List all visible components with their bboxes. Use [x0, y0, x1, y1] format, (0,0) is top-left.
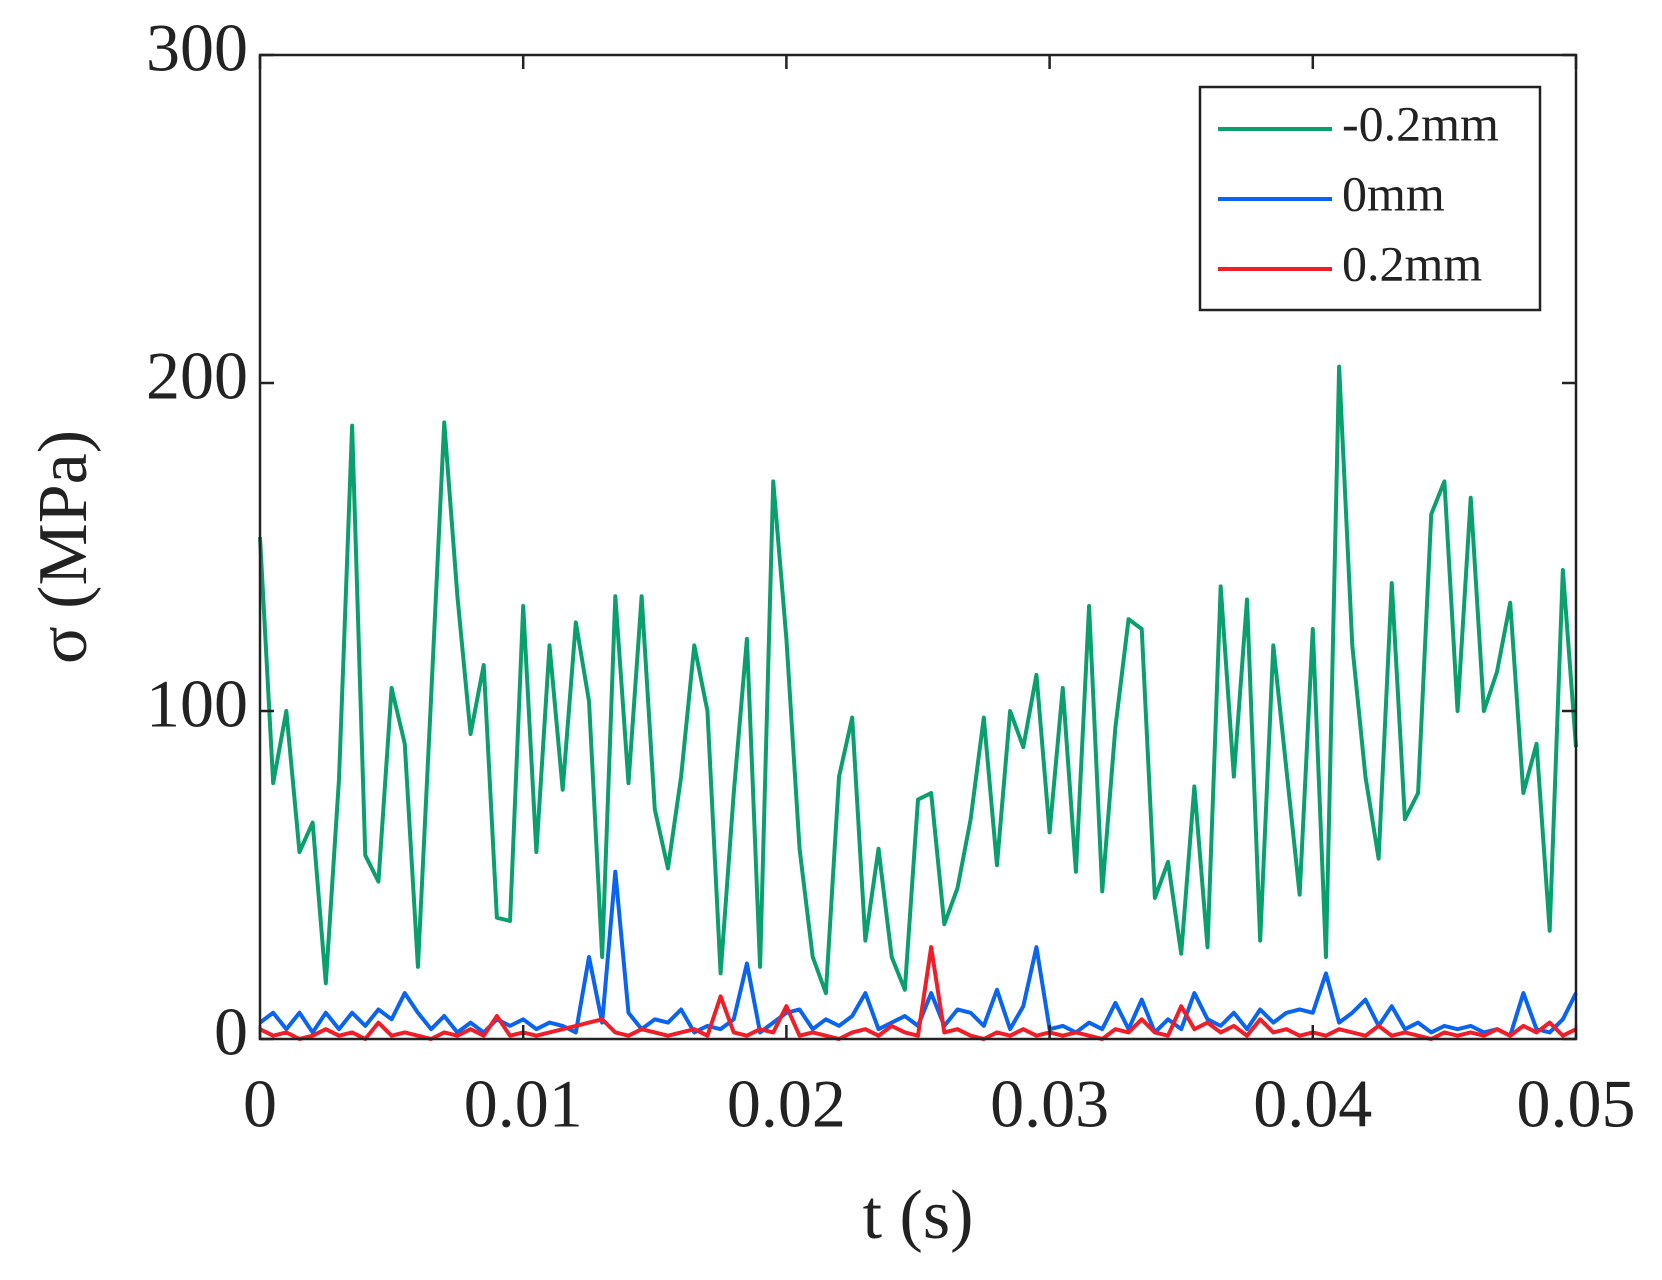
- y-axis-label: σ (MPa): [25, 430, 102, 664]
- legend-label: -0.2mm: [1342, 95, 1499, 151]
- x-tick-label: 0.02: [727, 1066, 846, 1142]
- x-tick-label: 0.05: [1517, 1066, 1636, 1142]
- legend-label: 0mm: [1342, 165, 1445, 221]
- legend-label: 0.2mm: [1342, 235, 1482, 291]
- y-tick-label: 0: [214, 994, 248, 1070]
- x-axis-label: t (s): [863, 1177, 974, 1254]
- y-tick-label: 200: [146, 338, 248, 414]
- y-tick-label: 100: [146, 666, 248, 742]
- plot-frame: [258, 53, 1578, 1041]
- data-line: [259, 945, 1577, 1041]
- y-tick-label: 300: [146, 10, 248, 86]
- data-line: [258, 869, 1578, 1038]
- data-line: [258, 364, 1578, 996]
- x-tick-label: 0.03: [990, 1066, 1109, 1142]
- x-tick-label: 0: [243, 1066, 277, 1142]
- x-tick-label: 0.01: [464, 1066, 583, 1142]
- x-tick-label: 0.04: [1253, 1066, 1372, 1142]
